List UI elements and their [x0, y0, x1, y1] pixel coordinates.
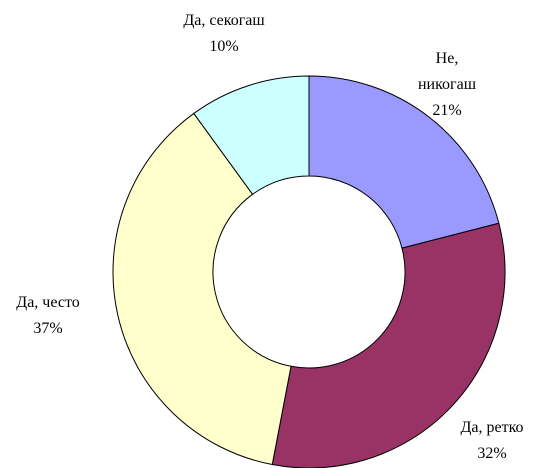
donut-segment [193, 75, 310, 196]
segment-label: Да, често 37% [16, 290, 79, 342]
value-label: 10% [209, 38, 239, 55]
donut-segment [308, 75, 500, 249]
value-label: 32% [477, 445, 507, 462]
segment-label: Да, секогаш 10% [183, 8, 264, 60]
category-label: Не, никогаш [417, 50, 477, 93]
segment-label: Не, никогаш 21% [412, 46, 482, 124]
category-label: Да, ретко [460, 419, 524, 436]
category-label: Да, често [16, 294, 80, 311]
donut-segment [112, 112, 292, 466]
value-label: 21% [432, 102, 462, 119]
category-label: Да, секогаш [183, 12, 265, 29]
value-label: 37% [33, 320, 63, 337]
segment-label: Да, ретко 32% [460, 415, 523, 467]
